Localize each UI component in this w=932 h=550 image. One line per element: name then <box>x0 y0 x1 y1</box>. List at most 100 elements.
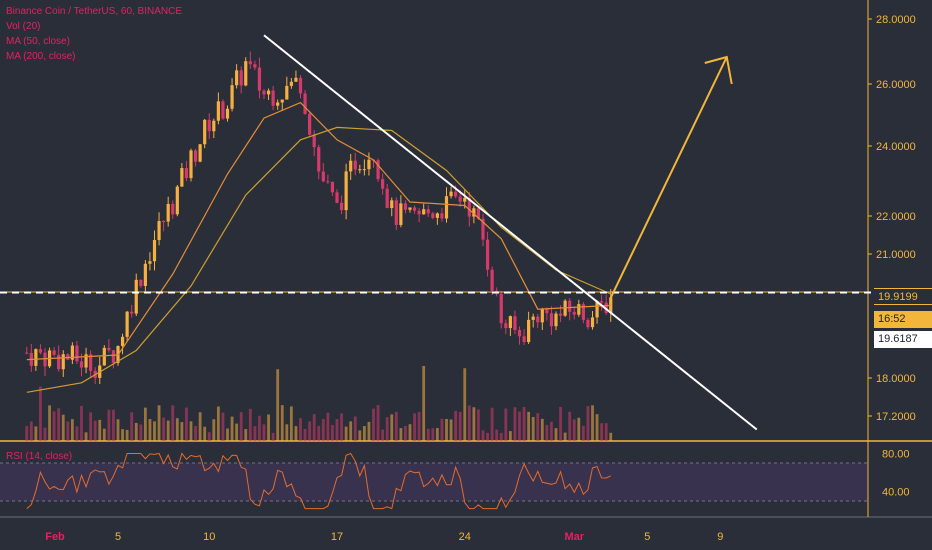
candle-body <box>280 99 284 103</box>
legend-ma200[interactable]: MA (200, close) <box>6 51 76 62</box>
volume-bar <box>89 412 93 441</box>
volume-bar <box>271 432 275 441</box>
candle-body <box>513 316 517 331</box>
candle-body <box>417 210 421 215</box>
volume-bar <box>518 411 521 441</box>
rsi-legend[interactable]: RSI (14, close) <box>6 451 73 462</box>
volume-bar <box>495 429 499 441</box>
time-tick-label: 9 <box>717 531 723 543</box>
volume-bar <box>61 414 65 441</box>
indicator-legend: Binance Coin / TetherUS, 60, BINANCE Vol… <box>6 4 182 64</box>
volume-bar <box>413 413 416 441</box>
volume-bar <box>166 420 170 441</box>
volume-bar <box>399 428 403 441</box>
volume-bar <box>112 409 115 441</box>
volume-bar <box>449 419 453 441</box>
volume-bar <box>385 417 389 441</box>
volume-bar <box>52 411 56 441</box>
volume-bar <box>404 426 407 441</box>
candle-body <box>422 209 426 215</box>
volume-bar <box>121 429 124 441</box>
candle-body <box>216 101 220 121</box>
candle-body <box>399 203 403 225</box>
volume-bar <box>29 421 33 441</box>
candle-body <box>57 354 61 370</box>
candle-body <box>572 311 576 315</box>
candle-body <box>166 203 170 222</box>
volume-bar <box>381 429 385 441</box>
time-tick-label: 5 <box>115 531 121 543</box>
candle-body <box>84 354 88 368</box>
candle-body <box>198 144 202 162</box>
candle-body <box>143 263 147 286</box>
time-tick-label: Mar <box>564 531 584 543</box>
volume-bar <box>508 431 512 441</box>
candle-body <box>536 316 540 323</box>
volume-bar <box>454 410 458 441</box>
volume-bar <box>267 414 270 441</box>
volume-bar <box>143 407 147 441</box>
volume-bar <box>426 428 430 441</box>
rsi-line <box>26 452 612 510</box>
candle-body <box>221 101 225 119</box>
volume-bar <box>504 408 508 441</box>
volume-bar <box>522 406 526 441</box>
volume-bar <box>171 405 175 441</box>
candle-body <box>458 196 462 202</box>
candle-body <box>266 90 271 95</box>
legend-volume[interactable]: Vol (20) <box>6 21 41 32</box>
time-tick-label: 17 <box>331 531 343 543</box>
volume-bar <box>25 426 29 441</box>
volume-bar <box>577 417 581 441</box>
price-tick-label: 24.0000 <box>876 141 916 153</box>
volume-bar <box>194 425 197 441</box>
legend-ma50[interactable]: MA (50, close) <box>6 36 70 47</box>
candle-body <box>271 90 275 106</box>
volume-bar <box>358 430 362 441</box>
volume-bar <box>467 405 471 441</box>
volume-bar <box>139 424 143 441</box>
candle-body <box>335 192 339 203</box>
candle-body <box>225 108 230 119</box>
candle-body <box>321 171 325 182</box>
volume-bar <box>376 405 380 441</box>
volume-bar <box>39 386 42 441</box>
candle-body <box>298 77 303 94</box>
price-tick-label: 17.2000 <box>876 411 916 423</box>
volume-bar <box>531 417 535 441</box>
volume-bar <box>207 432 211 441</box>
volume-bar <box>595 414 599 441</box>
volume-bar <box>321 419 325 441</box>
volume-bar <box>57 408 61 441</box>
candle-body <box>326 181 330 183</box>
time-tick-label: 10 <box>203 531 215 543</box>
candle-body <box>157 221 161 240</box>
candle-body <box>248 61 252 65</box>
volume-bar <box>440 418 444 441</box>
volume-bar <box>550 421 553 441</box>
candle-body <box>531 316 535 320</box>
candle-body <box>344 171 348 211</box>
candle-body <box>440 213 444 219</box>
volume-bar <box>248 408 252 441</box>
volume-bar <box>276 369 280 441</box>
candles-group <box>25 51 613 385</box>
volume-bar <box>175 418 179 441</box>
volume-bar <box>591 405 594 441</box>
volume-bar <box>125 429 129 441</box>
candle-body <box>184 168 189 179</box>
volume-bar <box>162 417 166 441</box>
candle-body <box>577 304 581 315</box>
volume-bar <box>48 405 51 441</box>
symbol-title[interactable]: Binance Coin / TetherUS, 60, BINANCE <box>6 6 183 17</box>
candle-body <box>203 119 207 145</box>
resistance-price-tag: 19.9199 <box>874 288 932 305</box>
volume-bar <box>34 426 38 441</box>
volume-bar <box>353 416 357 441</box>
volume-bar <box>185 407 188 441</box>
volume-bar <box>499 432 503 441</box>
candle-body <box>289 81 293 86</box>
price-tick-label: 22.0000 <box>876 211 916 223</box>
volume-bar <box>458 411 462 441</box>
